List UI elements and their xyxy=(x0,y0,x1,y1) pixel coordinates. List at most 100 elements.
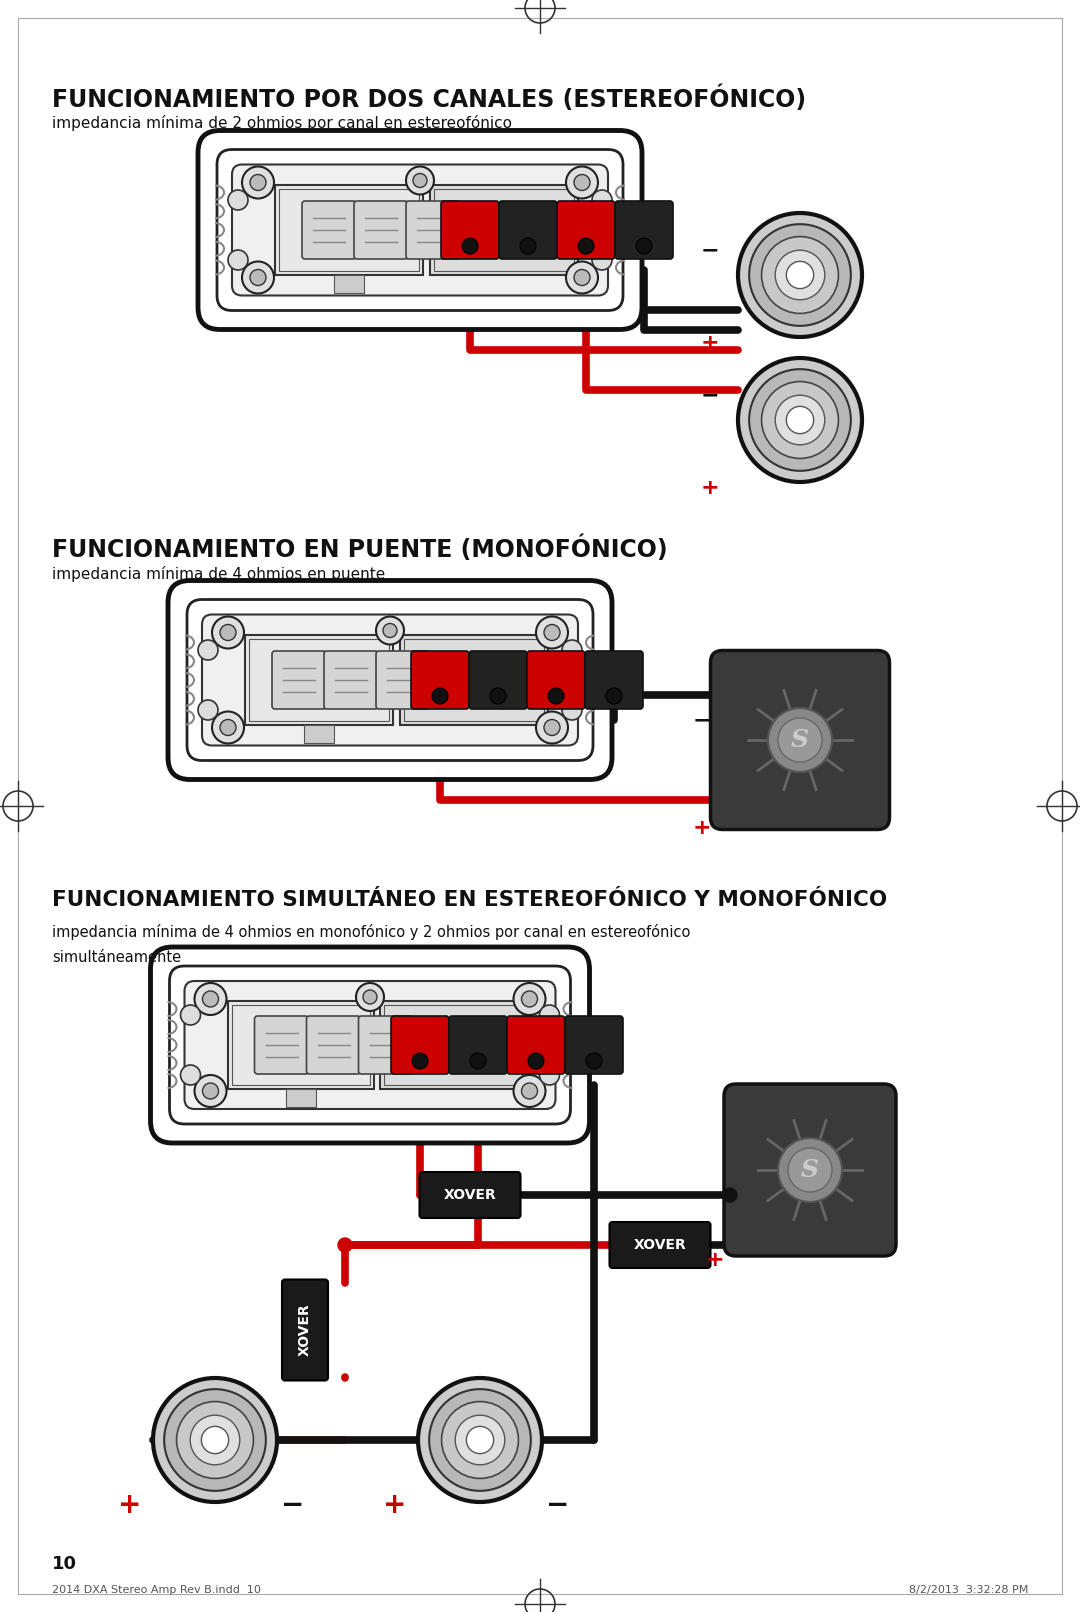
FancyBboxPatch shape xyxy=(615,202,673,260)
Text: −: − xyxy=(282,1491,305,1519)
Circle shape xyxy=(194,983,227,1016)
FancyBboxPatch shape xyxy=(185,982,555,1109)
Circle shape xyxy=(778,1138,842,1203)
Circle shape xyxy=(212,616,244,648)
FancyBboxPatch shape xyxy=(232,164,608,295)
Text: FUNCIONAMIENTO POR DOS CANALES (ESTEREOFÓNICO): FUNCIONAMIENTO POR DOS CANALES (ESTEREOF… xyxy=(52,85,806,111)
Circle shape xyxy=(363,990,377,1004)
Circle shape xyxy=(153,1378,276,1502)
Text: −: − xyxy=(701,240,719,260)
Circle shape xyxy=(775,395,825,445)
Circle shape xyxy=(418,1378,542,1502)
Circle shape xyxy=(338,1238,352,1253)
Circle shape xyxy=(738,358,862,482)
Circle shape xyxy=(528,1053,544,1069)
Circle shape xyxy=(786,261,813,289)
Bar xyxy=(404,638,544,721)
Circle shape xyxy=(406,166,434,195)
FancyBboxPatch shape xyxy=(376,651,430,709)
Circle shape xyxy=(164,1390,266,1491)
FancyBboxPatch shape xyxy=(507,1016,565,1074)
Circle shape xyxy=(413,174,427,187)
Circle shape xyxy=(249,174,266,190)
FancyBboxPatch shape xyxy=(272,651,326,709)
Circle shape xyxy=(536,711,568,743)
Circle shape xyxy=(198,700,218,721)
FancyBboxPatch shape xyxy=(449,1016,507,1074)
Circle shape xyxy=(540,1004,559,1025)
Circle shape xyxy=(180,1004,201,1025)
Text: S: S xyxy=(801,1157,819,1182)
Bar xyxy=(434,189,573,271)
FancyBboxPatch shape xyxy=(150,946,590,1143)
Circle shape xyxy=(592,250,612,269)
Bar xyxy=(275,185,423,276)
Circle shape xyxy=(544,624,561,640)
Bar xyxy=(380,1001,526,1090)
Circle shape xyxy=(723,1188,737,1203)
Bar xyxy=(279,189,419,271)
Circle shape xyxy=(592,190,612,210)
Circle shape xyxy=(786,406,813,434)
FancyBboxPatch shape xyxy=(282,1280,328,1380)
Bar xyxy=(430,185,578,276)
Circle shape xyxy=(356,983,384,1011)
Bar xyxy=(249,638,389,721)
Bar xyxy=(231,1004,369,1085)
Circle shape xyxy=(220,719,237,735)
Circle shape xyxy=(432,688,448,704)
FancyBboxPatch shape xyxy=(411,651,469,709)
Text: −: − xyxy=(692,709,712,730)
FancyBboxPatch shape xyxy=(255,1016,309,1074)
FancyBboxPatch shape xyxy=(724,1083,896,1256)
Circle shape xyxy=(522,1083,538,1099)
FancyBboxPatch shape xyxy=(585,651,643,709)
Circle shape xyxy=(788,1148,832,1191)
Circle shape xyxy=(203,1083,218,1099)
Circle shape xyxy=(566,166,598,198)
FancyBboxPatch shape xyxy=(406,202,460,260)
FancyBboxPatch shape xyxy=(419,1172,521,1219)
FancyBboxPatch shape xyxy=(711,651,890,830)
Circle shape xyxy=(636,239,652,255)
Bar xyxy=(303,725,334,743)
Circle shape xyxy=(519,239,536,255)
Text: simultáneamente: simultáneamente xyxy=(52,949,181,966)
Circle shape xyxy=(176,1401,254,1478)
FancyBboxPatch shape xyxy=(202,614,578,745)
FancyBboxPatch shape xyxy=(499,202,557,260)
FancyBboxPatch shape xyxy=(565,1016,623,1074)
Text: +: + xyxy=(119,1491,141,1519)
Circle shape xyxy=(201,1427,229,1454)
Circle shape xyxy=(536,616,568,648)
FancyBboxPatch shape xyxy=(307,1016,361,1074)
Circle shape xyxy=(775,250,825,300)
Text: +: + xyxy=(705,1249,725,1270)
Text: FUNCIONAMIENTO SIMULTÁNEO EN ESTEREOFÓNICO Y MONOFÓNICO: FUNCIONAMIENTO SIMULTÁNEO EN ESTEREOFÓNI… xyxy=(52,890,888,911)
Circle shape xyxy=(548,688,564,704)
Circle shape xyxy=(768,708,832,772)
Circle shape xyxy=(586,1053,602,1069)
Circle shape xyxy=(562,640,582,659)
Circle shape xyxy=(470,1053,486,1069)
Circle shape xyxy=(738,213,862,337)
Circle shape xyxy=(455,1415,504,1465)
Bar xyxy=(285,1090,315,1107)
Text: XOVER: XOVER xyxy=(444,1188,497,1203)
Circle shape xyxy=(376,616,404,645)
Circle shape xyxy=(750,369,851,471)
Circle shape xyxy=(442,1401,518,1478)
Circle shape xyxy=(750,224,851,326)
Circle shape xyxy=(212,711,244,743)
Text: S: S xyxy=(791,729,809,753)
Circle shape xyxy=(383,624,397,637)
Circle shape xyxy=(522,991,538,1008)
Text: FUNCIONAMIENTO EN PUENTE (MONOFÓNICO): FUNCIONAMIENTO EN PUENTE (MONOFÓNICO) xyxy=(52,535,667,561)
Bar xyxy=(400,635,548,725)
Circle shape xyxy=(562,700,582,721)
Circle shape xyxy=(490,688,507,704)
Circle shape xyxy=(544,719,561,735)
Circle shape xyxy=(540,1066,559,1085)
FancyBboxPatch shape xyxy=(469,651,527,709)
Bar xyxy=(384,1004,522,1085)
